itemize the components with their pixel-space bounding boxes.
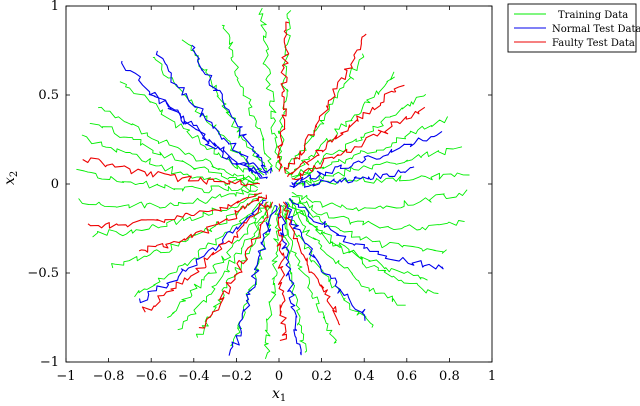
x-tick-label: 0.8: [439, 369, 460, 384]
trajectory-line: [82, 157, 261, 187]
y-tick-label: −1: [40, 355, 59, 370]
legend-label-normal-test: Normal Test Data: [552, 24, 640, 35]
trajectory-line: [278, 205, 302, 356]
trajectory-line: [289, 199, 428, 281]
trajectory-line: [198, 201, 274, 329]
y-tick-label: 0: [51, 177, 59, 192]
trajectory-line: [78, 188, 259, 209]
x-tick-label: 1: [488, 369, 496, 384]
trajectory-line: [276, 203, 287, 342]
trajectory-line: [155, 50, 267, 176]
y-tick-label: −0.5: [27, 266, 59, 281]
x-tick-label: −0.2: [221, 369, 253, 384]
trajectory-line: [289, 197, 444, 270]
trajectory-line: [291, 130, 443, 186]
trajectory-line: [258, 7, 282, 171]
legend-label-faulty-test: Faulty Test Data: [552, 38, 635, 49]
trajectory-line: [167, 201, 269, 319]
trajectory-line: [177, 201, 273, 331]
x-tick-label: −1: [56, 369, 75, 384]
trajectory-line: [221, 24, 274, 172]
trajectory-line: [289, 166, 415, 189]
trajectory-line: [92, 192, 261, 238]
x-tick-label: 0.4: [354, 369, 375, 384]
trajectory-line: [87, 192, 263, 229]
y-axis-label: x2: [2, 171, 20, 185]
trajectory-line: [89, 122, 259, 184]
trajectory-line: [293, 116, 449, 180]
trajectory-line: [287, 201, 406, 306]
trajectory-line: [81, 134, 256, 187]
trajectory-line: [284, 53, 365, 174]
trajectory-line: [289, 199, 439, 294]
legend-label-training: Training Data: [558, 10, 628, 21]
trajectory-line: [191, 44, 273, 174]
x-axis-label: x1: [272, 386, 286, 404]
x-tick-label: 0.2: [311, 369, 332, 384]
trajectory-line: [141, 201, 267, 313]
x-tick-label: −0.6: [135, 369, 167, 384]
trajectory-line: [291, 189, 468, 212]
trajectory-line: [284, 201, 366, 321]
trajectory-line: [287, 84, 405, 178]
x-tick-label: 0: [275, 369, 283, 384]
trajectory-line: [76, 168, 258, 194]
trajectory-line: [277, 10, 292, 171]
series-2: [121, 44, 444, 356]
trajectory-line: [138, 194, 268, 253]
trajectory-line: [291, 106, 426, 181]
trajectory-line: [134, 197, 265, 298]
legend-item-normal-test: Normal Test Data: [514, 24, 640, 35]
trajectory-line: [119, 81, 260, 181]
trajectory-line: [138, 199, 267, 304]
trajectory-line: [228, 204, 278, 356]
trajectory-line: [277, 21, 290, 172]
trajectory-line: [152, 56, 265, 176]
trajectory-line: [98, 106, 259, 182]
trajectory-line: [148, 93, 268, 180]
trajectory-line: [282, 201, 341, 326]
legend: Training Data Normal Test Data Faulty Te…: [507, 3, 640, 53]
x-tick-label: −0.4: [178, 369, 210, 384]
series-3: [82, 21, 426, 342]
y-tick-label: 1: [51, 0, 59, 14]
legend-item-faulty-test: Faulty Test Data: [514, 38, 635, 49]
trajectory-line: [295, 146, 463, 185]
trajectory-line: [288, 198, 447, 254]
plot-background: [66, 6, 492, 362]
y-tick-label: 0.5: [38, 88, 59, 103]
trajectory-line: [291, 196, 465, 231]
legend-item-training: Training Data: [514, 10, 628, 21]
x-tick-label: −0.8: [93, 369, 125, 384]
trajectory-line: [283, 33, 367, 174]
series-layer: [76, 7, 470, 360]
axis-layer: −1 −0.8 −0.6 −0.4 −0.2 0 0.2 0.4 0.6 0.8 1 −1 −0.5 0 0…: [27, 0, 496, 384]
x-tick-label: 0.6: [396, 369, 417, 384]
